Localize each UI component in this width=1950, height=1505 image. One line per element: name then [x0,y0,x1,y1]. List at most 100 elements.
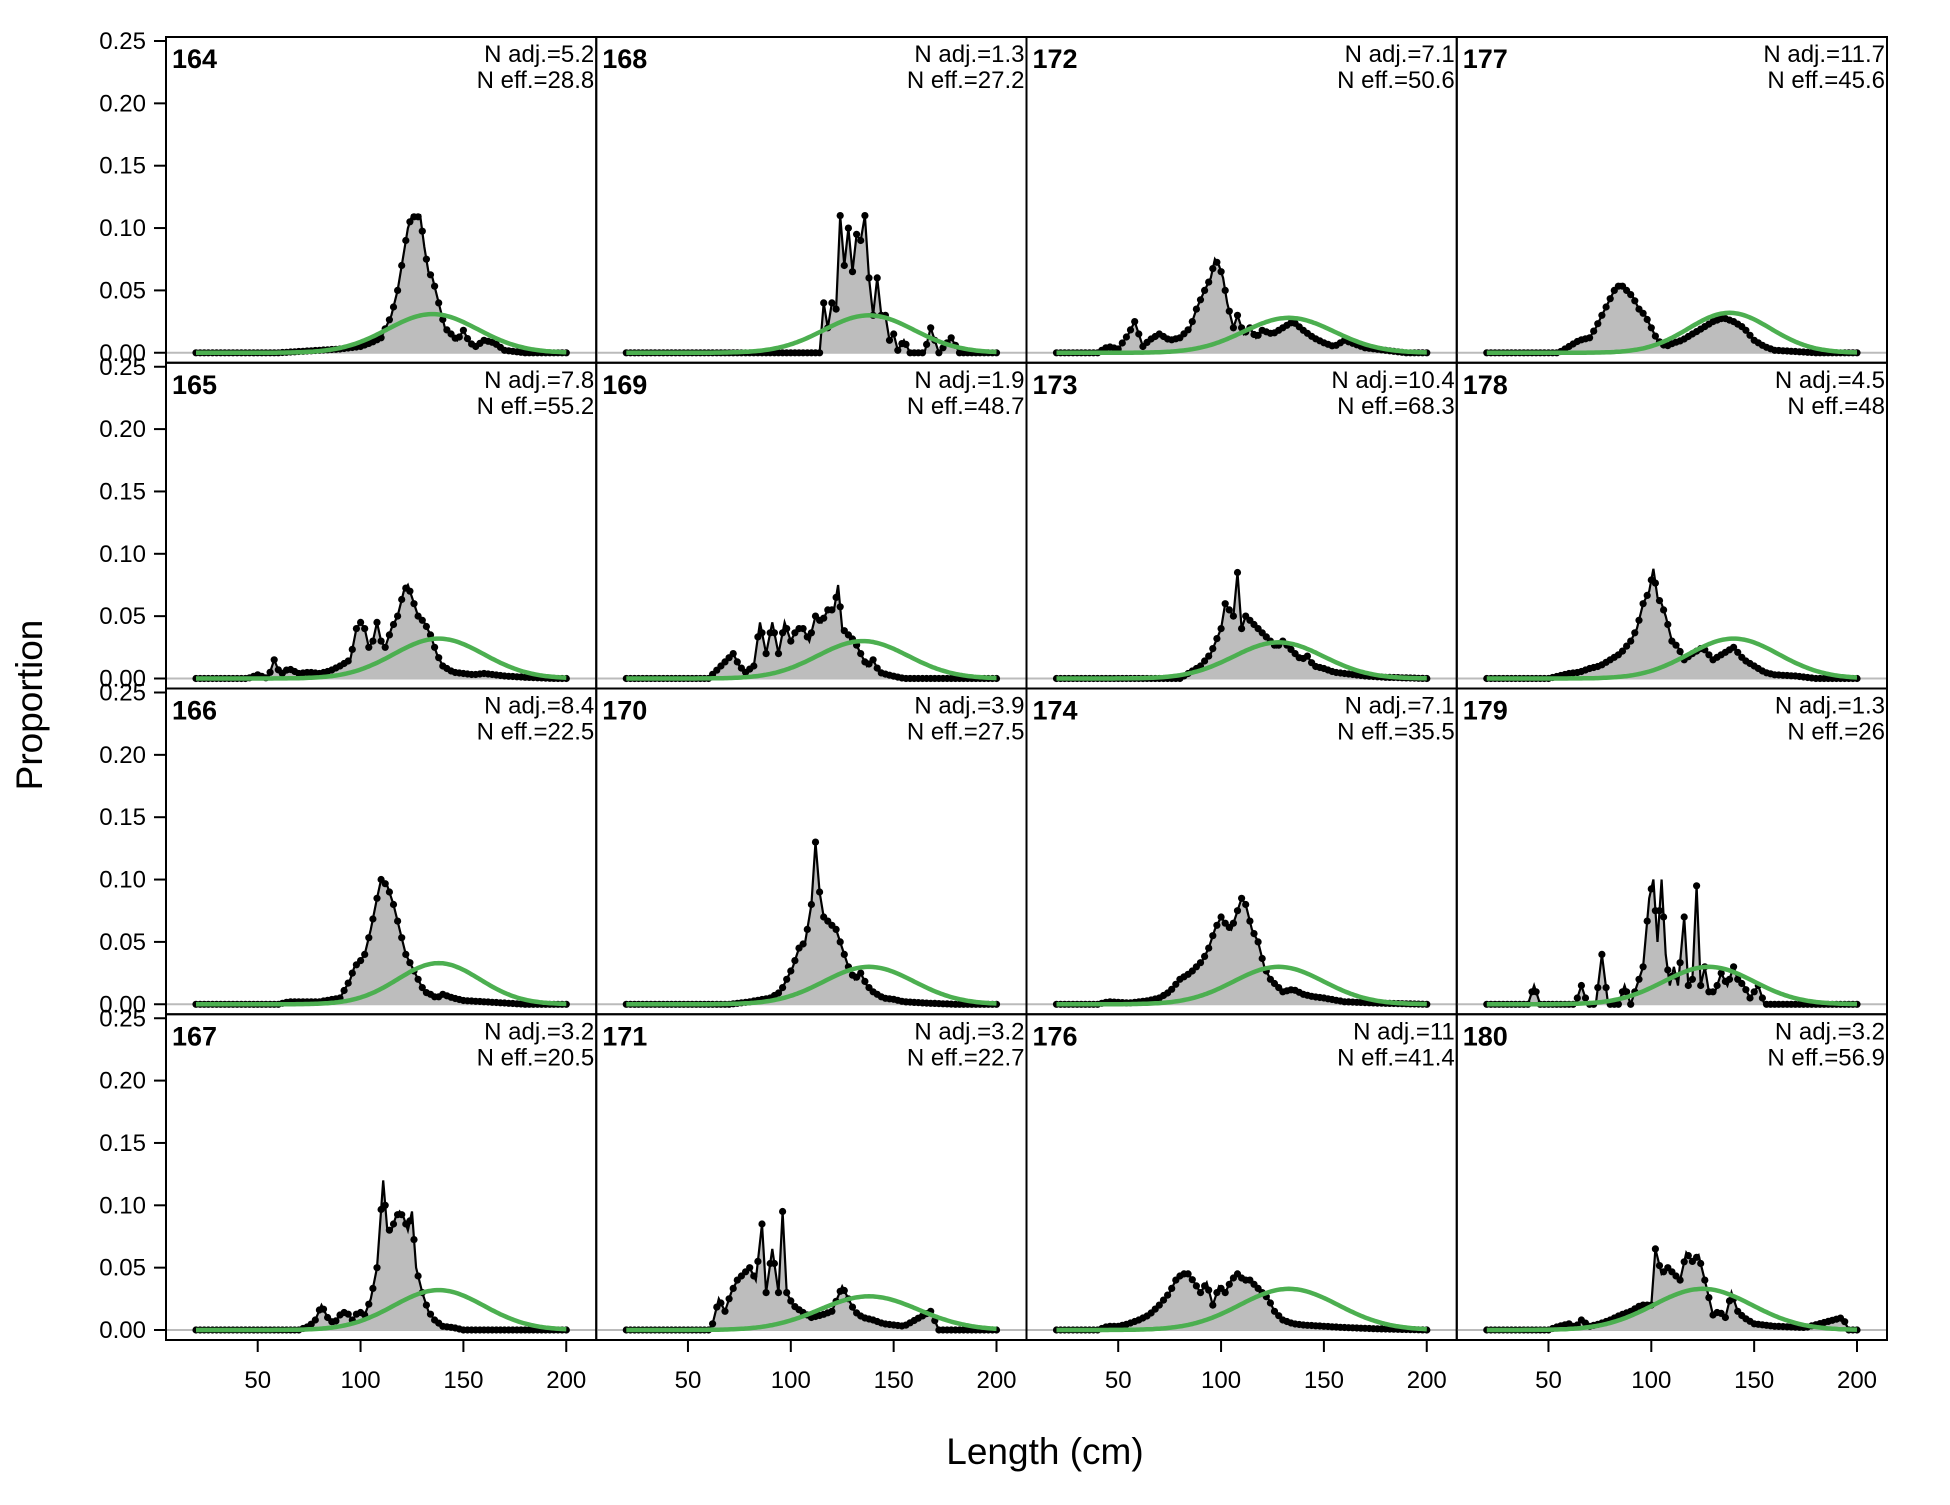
observed-point [1598,950,1606,959]
observed-point [1205,652,1213,660]
observed-point [762,650,770,658]
n-eff-label: N eff.=48.7 [907,393,1025,420]
observed-point [832,593,840,602]
y-tick-label: 0.25 [99,1005,146,1032]
observed-point [389,303,398,311]
observed-point [750,1272,758,1280]
observed-point [729,650,737,658]
y-tick-label: 0.25 [99,354,146,381]
observed-point [1730,963,1738,971]
panel-id-label: 172 [1033,44,1078,74]
observed-point [1233,568,1242,577]
observed-point [385,888,393,896]
observed-point [779,1207,787,1216]
observed-point [398,595,406,604]
observed-point [894,346,902,354]
x-tick-label: 200 [976,1367,1016,1394]
observed-point [832,305,840,313]
observed-point [1684,981,1692,990]
observed-point [1573,994,1581,1002]
observed-point [729,1284,737,1292]
x-tick-label: 50 [1535,1367,1562,1394]
observed-point [1627,291,1635,299]
observed-point [774,1289,783,1297]
observed-point [1730,643,1738,651]
panel-id-label: 169 [602,370,647,400]
panel-170: 170 N adj.=3.9N eff.=27.5 [595,687,1028,1016]
observed-point [890,330,898,338]
observed-point [361,950,369,959]
x-tick-label: 150 [874,1367,914,1394]
expected-curve [1056,1286,1427,1333]
observed-point [1184,1270,1192,1278]
observed-point [266,668,274,676]
observed-point [1651,1245,1659,1253]
expected-curve [1056,640,1427,681]
observed-point [1192,305,1200,313]
observed-point [381,880,389,888]
expected-curve [1486,964,1858,1007]
observed-point [1602,984,1610,992]
observed-point [1205,1286,1213,1294]
observed-area [626,842,997,1005]
observed-point [394,286,402,294]
expected-curve [626,1294,997,1333]
panel-168: 168 N adj.=1.3N eff.=27.2 [595,36,1028,364]
observed-point [1734,648,1742,656]
observed-point [1635,975,1643,983]
observed-point [1664,966,1672,974]
observed-point [791,957,799,965]
observed-point [455,333,463,341]
x-tick-label: 100 [771,1367,811,1394]
y-tick-label: 0.00 [99,991,146,1018]
expected-curve [196,311,567,355]
observed-point [1676,959,1684,967]
observed-point [1217,913,1225,921]
expected-curve [196,960,567,1007]
observed-point [1258,954,1266,963]
observed-point [803,925,811,934]
y-tick-label: 0.00 [99,1317,146,1344]
observed-point [1647,324,1655,332]
y-tick-label: 0.10 [99,867,146,894]
expected-curve [626,964,997,1007]
observed-point [1217,625,1225,633]
y-tick-label: 0.15 [99,153,146,180]
observed-point [717,1299,725,1307]
observed-point [787,637,795,645]
observed-point [1159,1296,1168,1304]
panel-165: 165 N adj.=7.8N eff.=55.2 [165,361,598,690]
x-axis-title: Length (cm) [946,1431,1143,1472]
expected-curve [196,1287,567,1333]
observed-point [1639,309,1647,317]
observed-point [1635,616,1643,624]
observed-point [1172,980,1180,988]
observed-point [762,1289,770,1297]
observed-point [1697,1259,1705,1268]
observed-point [721,1307,729,1315]
y-tick-label: 0.10 [99,541,146,568]
observed-point [270,656,278,664]
observed-point [783,1289,791,1297]
observed-area [1056,898,1427,1005]
observed-point [725,1295,733,1303]
panel-id-label: 166 [172,696,217,726]
observed-area [1486,568,1857,679]
n-eff-label: N eff.=27.5 [907,719,1025,746]
expected-curve [626,313,997,355]
observed-point [746,1264,754,1272]
n-eff-label: N eff.=55.2 [477,393,595,420]
observed-point [828,1307,836,1315]
x-tick-label: 150 [1734,1367,1774,1394]
panel-178: 178 N adj.=4.5N eff.=48 [1455,361,1888,690]
observed-point [1676,647,1684,656]
observed-point [1717,969,1725,977]
observed-point [1242,900,1250,909]
observed-point [1602,303,1610,311]
observed-point [1746,331,1754,339]
panel-174: 174 N adj.=7.1N eff.=35.5 [1025,687,1458,1016]
observed-point [1627,637,1635,645]
observed-point [918,349,927,357]
observed-point [402,950,410,959]
observed-point [1196,296,1205,304]
